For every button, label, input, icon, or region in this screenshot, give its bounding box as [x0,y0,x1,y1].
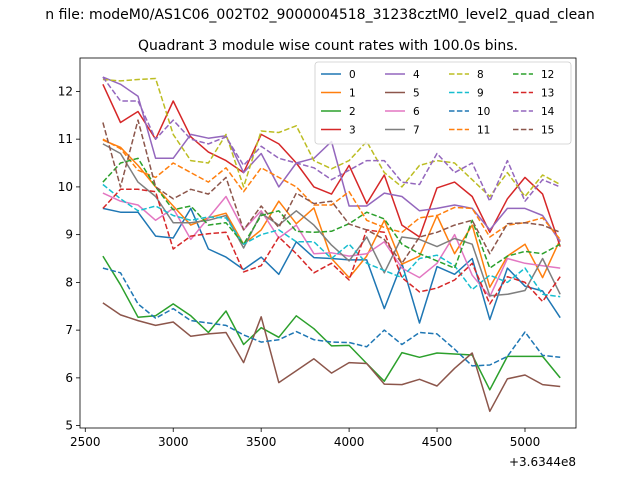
series-line-15 [102,119,561,265]
y-axis: 5 6 7 8 9 10 11 12 [58,84,80,433]
legend-label: 10 [477,106,490,118]
legend-label: 2 [349,106,356,118]
legend-label: 1 [349,88,356,100]
series-line-8 [102,77,561,198]
y-tick-label: 12 [58,84,73,98]
series-line-12 [102,157,561,269]
series-line-7 [102,143,561,297]
x-offset-label: +3.6344e8 [509,455,576,469]
legend-label: 5 [413,88,420,100]
x-tick-label: 5000 [510,435,541,449]
x-axis: 2500 3000 3500 4000 4500 5000 [70,428,540,449]
series-line-9 [102,183,561,298]
legend-label: 13 [541,88,554,100]
legend-label: 6 [413,106,420,118]
y-tick-label: 11 [58,132,73,146]
legend-label: 12 [541,69,554,81]
figure-suptitle: n file: modeM0/AS1C06_002T02_9000004518_… [45,7,594,23]
legend-label: 3 [349,125,356,137]
axes-frame [79,57,577,429]
y-tick-label: 5 [65,419,73,433]
x-tick-label: 3000 [158,435,189,449]
series-line-3 [102,83,561,247]
series-line-13 [102,188,561,305]
y-tick-label: 7 [65,323,73,337]
legend-label: 7 [413,125,420,137]
x-tick-label: 3500 [246,435,277,449]
legend-box [314,61,572,145]
legend-label: 15 [541,125,554,137]
y-tick-label: 10 [58,180,73,194]
y-tick-label: 8 [65,275,73,289]
series-line-14 [102,76,561,202]
legend-label: 9 [477,88,484,100]
x-tick-label: 4000 [334,435,365,449]
series-line-5 [102,302,561,413]
series-line-2 [102,255,561,391]
y-tick-label: 9 [65,228,73,242]
legend-label: 11 [477,125,490,137]
legend-label: 14 [541,106,555,118]
y-tick-label: 6 [65,371,73,385]
legend-label: 4 [413,69,420,81]
chart-title: Quadrant 3 module wise count rates with … [138,38,518,54]
legend-label: 0 [349,69,356,81]
legend-label: 8 [477,69,484,81]
series-line-1 [102,139,561,288]
x-tick-label: 4500 [422,435,453,449]
series-line-11 [102,138,561,240]
x-tick-label: 2500 [70,435,101,449]
series-line-10 [102,267,561,367]
